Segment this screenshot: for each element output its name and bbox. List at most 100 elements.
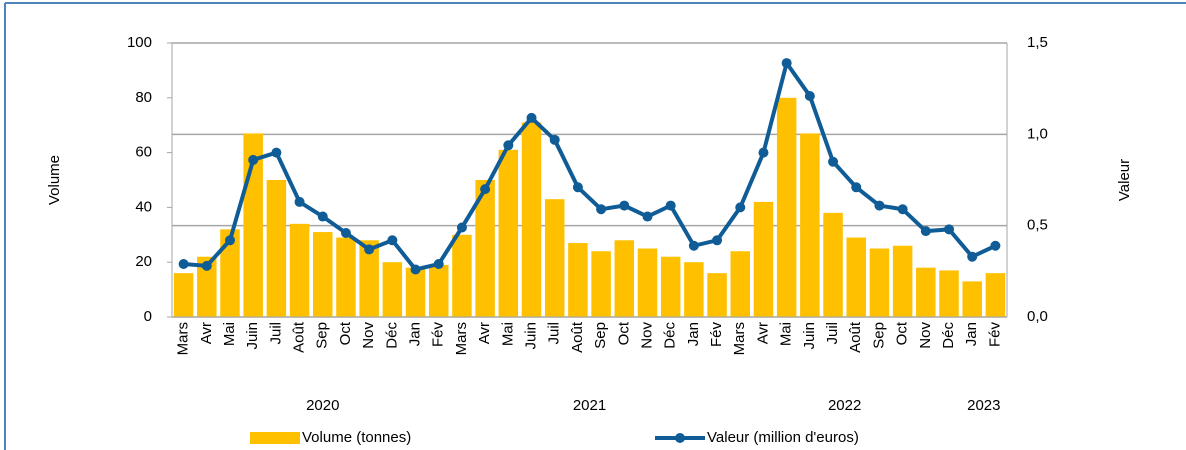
line-marker <box>619 200 630 211</box>
x-tick-label: Mars <box>453 322 470 355</box>
x-tick-label: Mai <box>499 322 516 346</box>
line-marker <box>549 134 560 145</box>
line-marker <box>248 154 259 165</box>
bar <box>359 240 379 317</box>
x-tick-label: Oct <box>615 321 632 345</box>
bar <box>823 212 843 317</box>
bar <box>614 240 635 317</box>
bar <box>313 232 333 317</box>
line-marker <box>735 202 746 213</box>
bar <box>730 251 751 317</box>
line-marker <box>387 235 398 246</box>
line-marker <box>642 211 653 222</box>
line-marker <box>433 259 444 270</box>
bar <box>939 270 959 317</box>
line-marker <box>456 222 467 233</box>
bar <box>800 133 820 317</box>
bar <box>916 267 936 317</box>
bar <box>173 273 194 317</box>
x-tick-label: Juil <box>546 322 563 345</box>
y2-tick-label: 1,0 <box>1027 125 1048 142</box>
line-marker <box>271 147 282 158</box>
y-tick-label: 40 <box>135 198 152 215</box>
line-marker <box>990 240 1001 251</box>
line-marker <box>967 251 978 262</box>
x-tick-label: Juin <box>244 322 261 350</box>
y-tick-label: 100 <box>127 34 152 51</box>
y-tick-label: 60 <box>135 144 152 161</box>
y-tick-label: 20 <box>135 253 152 270</box>
bar <box>475 180 495 317</box>
bar <box>660 256 681 317</box>
x-tick-label: Oct <box>894 321 911 345</box>
bar <box>382 262 403 317</box>
legend-label: Volume (tonnes) <box>302 429 411 446</box>
line-marker <box>201 260 212 271</box>
x-tick-label: Août <box>291 321 308 353</box>
bar <box>591 251 611 317</box>
bar <box>846 237 866 317</box>
x-tick-label: Avr <box>198 322 215 344</box>
line-marker <box>410 264 421 275</box>
x-tick-label: Mai <box>778 322 795 346</box>
bar <box>405 267 426 317</box>
bar <box>568 243 588 317</box>
bar <box>428 264 449 317</box>
x-tick-label: Fév <box>430 322 447 348</box>
year-label: 2020 <box>306 397 339 414</box>
bar <box>544 199 565 317</box>
line-marker <box>665 200 676 211</box>
bar <box>684 262 704 317</box>
bar <box>869 248 890 317</box>
bar <box>707 273 727 317</box>
y2-tick-label: 0,5 <box>1027 217 1048 234</box>
line-marker <box>572 182 583 193</box>
x-tick-label: Juin <box>801 322 818 350</box>
line-marker <box>178 259 189 270</box>
bar <box>289 223 310 317</box>
line-marker <box>712 235 723 246</box>
line-marker <box>224 235 235 246</box>
line-marker <box>944 224 955 235</box>
y-tick-label: 80 <box>135 89 152 106</box>
year-label: 2022 <box>828 397 861 414</box>
y-tick-label: 0 <box>144 308 152 325</box>
line-marker <box>897 204 908 215</box>
line-marker <box>480 184 491 195</box>
x-tick-label: Oct <box>337 321 354 345</box>
x-tick-label: Juil <box>824 322 841 345</box>
x-tick-label: Juil <box>267 322 284 345</box>
bar <box>753 201 774 317</box>
legend-marker <box>675 433 685 443</box>
y2-tick-label: 1,5 <box>1027 34 1048 51</box>
x-tick-label: Sep <box>870 322 887 349</box>
year-label: 2023 <box>967 397 1000 414</box>
legend-label: Valeur (million d'euros) <box>707 429 859 446</box>
x-tick-label: Nov <box>917 322 934 349</box>
line-marker <box>294 196 305 207</box>
line-marker <box>804 90 815 101</box>
line-marker <box>781 58 792 69</box>
line-marker <box>828 156 839 167</box>
y2-axis-label: Valeur <box>1116 159 1133 201</box>
x-tick-label: Sep <box>314 322 331 349</box>
x-tick-label: Mai <box>221 322 238 346</box>
bar <box>776 97 797 317</box>
x-tick-label: Fév <box>708 322 725 348</box>
line-marker <box>364 244 375 255</box>
line-marker <box>317 211 328 222</box>
year-label: 2021 <box>573 397 606 414</box>
x-tick-label: Nov <box>638 322 655 349</box>
x-tick-label: Mars <box>731 322 748 355</box>
x-tick-label: Juin <box>522 322 539 350</box>
line-marker <box>758 147 769 158</box>
x-tick-label: Avr <box>476 322 493 344</box>
bar <box>452 234 472 317</box>
bar <box>197 256 217 317</box>
line-marker <box>874 200 885 211</box>
bar <box>521 122 542 318</box>
bar <box>637 248 658 317</box>
y-axis-label: Volume <box>46 155 63 205</box>
line-marker <box>851 182 862 193</box>
x-tick-label: Mars <box>175 322 192 355</box>
